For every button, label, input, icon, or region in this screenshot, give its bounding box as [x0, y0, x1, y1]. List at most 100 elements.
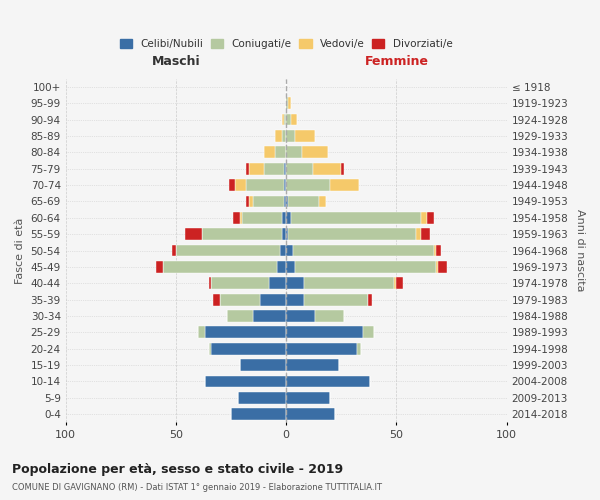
Bar	[260, 294, 286, 306]
Bar	[286, 376, 370, 388]
Bar	[421, 228, 430, 240]
Bar	[275, 130, 282, 142]
Text: Femmine: Femmine	[364, 56, 428, 68]
Bar	[249, 163, 264, 174]
Bar	[198, 326, 205, 338]
Legend: Celibi/Nubili, Coniugati/e, Vedovi/e, Divorziati/e: Celibi/Nubili, Coniugati/e, Vedovi/e, Di…	[117, 36, 455, 52]
Bar	[205, 376, 286, 388]
Bar	[209, 278, 211, 289]
Bar	[231, 408, 286, 420]
Bar	[439, 261, 447, 273]
Bar	[286, 278, 304, 289]
Bar	[304, 278, 394, 289]
Bar	[229, 179, 235, 191]
Bar	[284, 179, 286, 191]
Bar	[295, 130, 315, 142]
Bar	[286, 343, 357, 354]
Bar	[284, 114, 286, 126]
Bar	[357, 343, 361, 354]
Bar	[163, 261, 277, 273]
Bar	[286, 408, 335, 420]
Bar	[302, 146, 328, 158]
Bar	[286, 114, 290, 126]
Bar	[282, 212, 286, 224]
Bar	[289, 228, 416, 240]
Bar	[421, 212, 427, 224]
Bar	[264, 146, 275, 158]
Text: Popolazione per età, sesso e stato civile - 2019: Popolazione per età, sesso e stato civil…	[12, 462, 343, 475]
Bar	[286, 146, 302, 158]
Bar	[240, 212, 242, 224]
Bar	[313, 163, 341, 174]
Bar	[185, 228, 202, 240]
Bar	[235, 179, 247, 191]
Bar	[249, 196, 253, 207]
Bar	[284, 163, 286, 174]
Bar	[394, 278, 397, 289]
Bar	[209, 343, 211, 354]
Bar	[205, 326, 286, 338]
Bar	[436, 261, 439, 273]
Y-axis label: Fasce di età: Fasce di età	[15, 218, 25, 284]
Bar	[304, 294, 368, 306]
Bar	[315, 310, 344, 322]
Bar	[247, 179, 284, 191]
Bar	[282, 130, 286, 142]
Bar	[240, 359, 286, 371]
Bar	[427, 212, 434, 224]
Bar	[214, 294, 220, 306]
Bar	[282, 228, 286, 240]
Bar	[286, 130, 295, 142]
Bar	[436, 244, 440, 256]
Bar	[284, 196, 286, 207]
Bar	[331, 179, 359, 191]
Bar	[290, 212, 421, 224]
Bar	[286, 294, 304, 306]
Bar	[176, 244, 280, 256]
Bar	[220, 294, 260, 306]
Bar	[286, 392, 331, 404]
Bar	[295, 261, 436, 273]
Bar	[253, 310, 286, 322]
Bar	[233, 212, 240, 224]
Bar	[290, 114, 297, 126]
Bar	[211, 343, 286, 354]
Bar	[202, 228, 282, 240]
Bar	[253, 196, 284, 207]
Bar	[286, 326, 364, 338]
Y-axis label: Anni di nascita: Anni di nascita	[575, 210, 585, 292]
Bar	[282, 114, 284, 126]
Bar	[264, 163, 284, 174]
Bar	[286, 196, 289, 207]
Bar	[277, 261, 286, 273]
Bar	[341, 163, 344, 174]
Bar	[293, 244, 434, 256]
Bar	[289, 196, 319, 207]
Bar	[416, 228, 421, 240]
Bar	[156, 261, 163, 273]
Bar	[364, 326, 374, 338]
Bar	[286, 261, 295, 273]
Bar	[286, 179, 331, 191]
Text: Maschi: Maschi	[152, 56, 200, 68]
Bar	[280, 244, 286, 256]
Bar	[286, 244, 293, 256]
Text: COMUNE DI GAVIGNANO (RM) - Dati ISTAT 1° gennaio 2019 - Elaborazione TUTTITALIA.: COMUNE DI GAVIGNANO (RM) - Dati ISTAT 1°…	[12, 482, 382, 492]
Bar	[172, 244, 176, 256]
Bar	[242, 212, 282, 224]
Bar	[286, 98, 289, 109]
Bar	[286, 359, 339, 371]
Bar	[227, 310, 253, 322]
Bar	[275, 146, 286, 158]
Bar	[397, 278, 403, 289]
Bar	[434, 244, 436, 256]
Bar	[286, 310, 315, 322]
Bar	[247, 163, 249, 174]
Bar	[289, 98, 290, 109]
Bar	[368, 294, 372, 306]
Bar	[286, 228, 289, 240]
Bar	[211, 278, 269, 289]
Bar	[286, 212, 290, 224]
Bar	[238, 392, 286, 404]
Bar	[286, 163, 313, 174]
